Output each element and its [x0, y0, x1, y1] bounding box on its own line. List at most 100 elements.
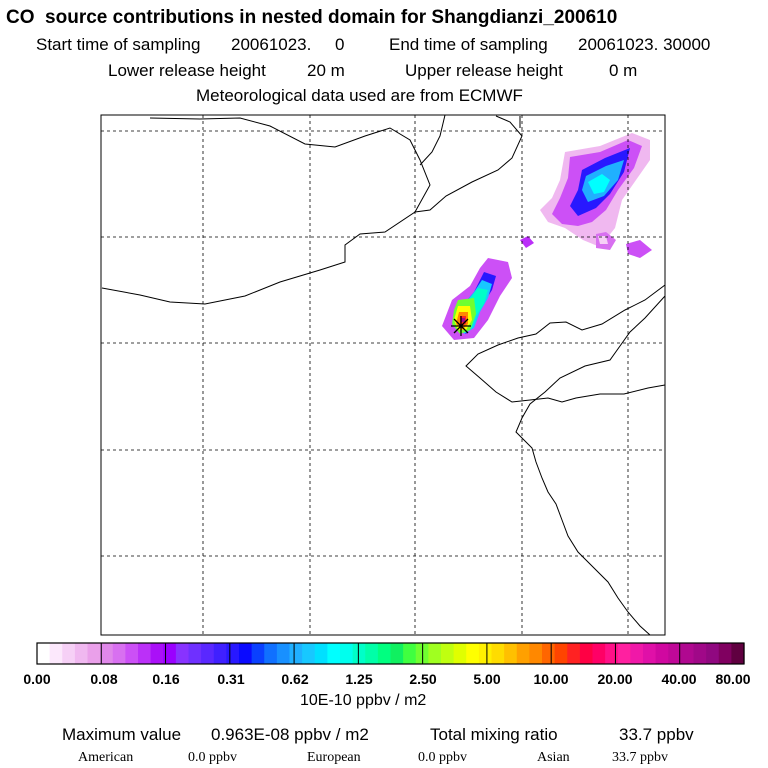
colorbar: [36, 642, 745, 665]
total-mixing-value: 33.7 ppbv: [619, 725, 694, 744]
colorbar-tick: 5.00: [473, 671, 501, 687]
asian-value: 33.7 ppbv: [612, 750, 668, 765]
colorbar-swatch: [403, 643, 417, 664]
colorbar-swatch: [516, 643, 530, 664]
colorbar-tick: 0.00: [23, 671, 51, 687]
colorbar-swatch: [554, 643, 568, 664]
colorbar-swatch: [668, 643, 682, 664]
max-value: 0.963E-08 ppbv / m2: [211, 725, 369, 744]
plume-blob-2: [626, 240, 652, 258]
colorbar-swatch: [37, 643, 51, 664]
colorbar-swatch: [100, 643, 114, 664]
plume-layer: [442, 133, 652, 340]
colorbar-swatch: [491, 643, 505, 664]
colorbar-swatch: [579, 643, 594, 664]
lower-release-label: Lower release height: [108, 61, 266, 80]
plume-northeast: [520, 133, 652, 258]
colorbar-tick: 40.00: [661, 671, 697, 687]
colorbar-swatch: [542, 643, 556, 664]
colorbar-swatch: [302, 643, 316, 664]
colorbar-tick: 0.31: [217, 671, 245, 687]
gridlines: [101, 115, 665, 635]
border-line-upper: [419, 115, 446, 166]
upper-release-value: 0 m: [609, 61, 638, 80]
colorbar-swatch: [680, 643, 695, 664]
colorbar-swatch: [125, 643, 139, 664]
colorbar-swatch: [377, 643, 392, 664]
colorbar-swatch: [478, 643, 493, 664]
colorbar-swatch: [188, 643, 202, 664]
colorbar-swatch: [706, 643, 720, 664]
colorbar-swatch: [605, 643, 619, 664]
colorbar-swatch: [150, 643, 164, 664]
colorbar-swatch: [74, 643, 89, 664]
colorbar-tick: 0.08: [90, 671, 118, 687]
american-value: 0.0 ppbv: [188, 750, 237, 765]
total-mixing-label: Total mixing ratio: [430, 725, 558, 744]
colorbar-swatch: [213, 643, 227, 664]
border-line-north: [101, 117, 431, 305]
colorbar-tick: 0.16: [152, 671, 180, 687]
colorbar-swatch: [201, 643, 215, 664]
colorbar-swatch: [428, 643, 442, 664]
colorbar-tick: 0.62: [281, 671, 309, 687]
map-frame: [100, 114, 666, 636]
colorbar-swatch: [529, 643, 543, 664]
end-time-value: 20061023. 30000: [578, 35, 711, 54]
colorbar-frame: [36, 642, 745, 665]
colorbar-swatch: [718, 643, 732, 664]
plume-blob-4: [598, 236, 608, 244]
colorbar-swatch: [327, 643, 341, 664]
colorbar-swatch: [289, 643, 303, 664]
coastline-east: [515, 295, 665, 635]
colorbar-swatch: [239, 643, 253, 664]
start-time-label: Start time of sampling: [36, 35, 201, 54]
receptor-marker: [451, 316, 471, 336]
meteorological-note: Meteorological data used are from ECMWF: [196, 86, 523, 105]
chart-title: CO source contributions in nested domain…: [6, 7, 618, 28]
colorbar-swatch: [340, 643, 354, 664]
colorbar-tick: 2.50: [409, 671, 437, 687]
colorbar-swatch: [314, 643, 328, 664]
lower-release-value: 20 m: [307, 61, 345, 80]
colorbar-swatch: [276, 643, 291, 664]
colorbar-swatch: [87, 643, 101, 664]
european-value: 0.0 ppbv: [418, 750, 467, 765]
plume-receptor: [442, 258, 512, 340]
max-value-label: Maximum value: [62, 725, 182, 744]
colorbar-swatch: [504, 643, 518, 664]
colorbar-swatch: [643, 643, 657, 664]
colorbar-swatch: [617, 643, 631, 664]
start-time-value: 20061023. 0: [231, 35, 345, 54]
colorbar-swatch: [630, 643, 644, 664]
colorbar-swatch: [453, 643, 467, 664]
colorbar-swatch: [466, 643, 480, 664]
colorbar-swatch: [592, 643, 606, 664]
colorbar-units: 10E-10 ppbv / m2: [300, 692, 427, 709]
coastline-bay: [465, 284, 665, 403]
colorbar-swatch: [264, 643, 278, 664]
colorbar-tick: 20.00: [597, 671, 633, 687]
colorbar-swatch: [731, 643, 745, 664]
border-line-mid: [414, 115, 523, 213]
colorbar-swatch: [62, 643, 76, 664]
colorbar-swatch: [365, 643, 379, 664]
colorbar-swatch: [163, 643, 177, 664]
colorbar-swatch: [693, 643, 707, 664]
colorbar-swatch: [567, 643, 581, 664]
colorbar-tick: 1.25: [345, 671, 373, 687]
plume-level-magenta: [461, 318, 465, 322]
colorbar-swatch: [390, 643, 404, 664]
colorbar-tick: 10.00: [533, 671, 569, 687]
plume-blob-3: [520, 236, 534, 248]
colorbar-swatch: [112, 643, 126, 664]
colorbar-swatch: [441, 643, 455, 664]
colorbar-swatch: [226, 643, 240, 664]
european-label: European: [307, 750, 361, 765]
colorbar-swatch: [175, 643, 190, 664]
plume-level-cyan: [588, 174, 610, 194]
colorbar-tick: 80.00: [715, 671, 751, 687]
colorbar-swatch: [655, 643, 669, 664]
american-label: American: [78, 750, 134, 765]
